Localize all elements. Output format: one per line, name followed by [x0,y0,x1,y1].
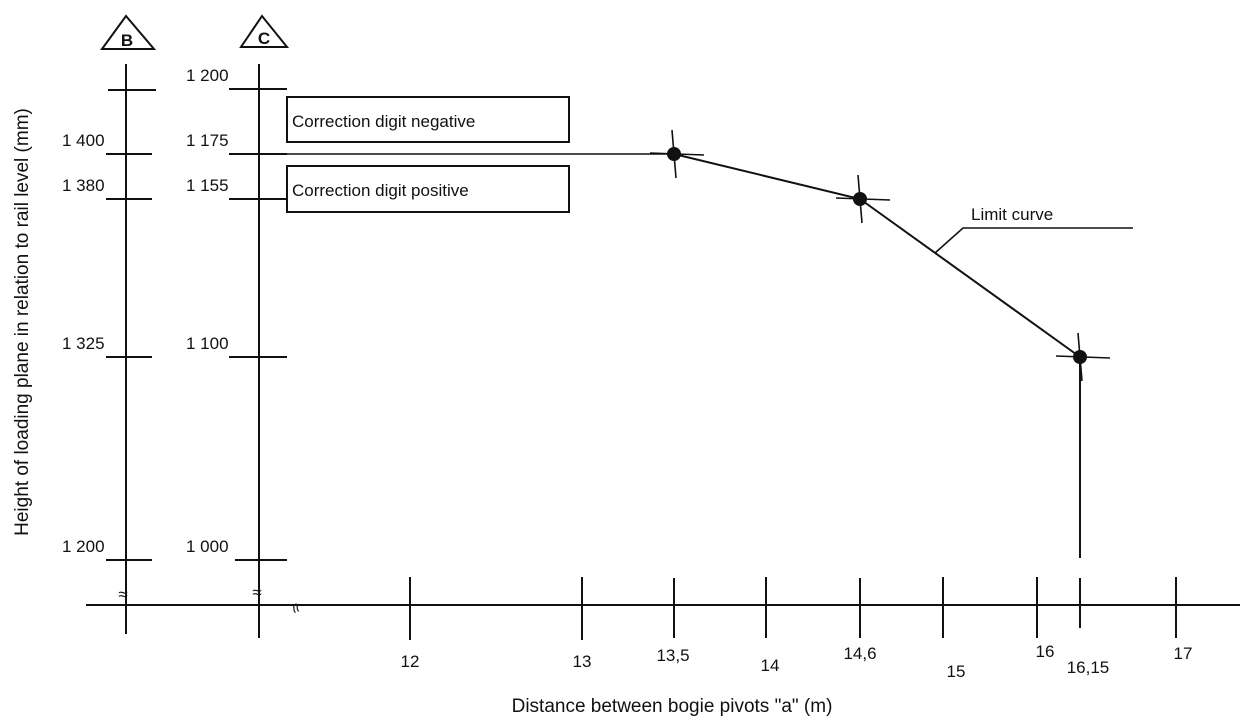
correction-negative-box: Correction digit negative [286,96,570,143]
x-tick-label: 17 [1174,644,1193,663]
x-tick-label: 14,6 [843,644,876,663]
chart-marks: B 1 400 1 380 1 325 1 200 ≈ C 1 200 1 175 1 155 1 … [62,14,1240,681]
x-tick-label: 15 [947,662,966,681]
x-tick-label: 13 [573,652,592,671]
scale-c-marker-label: C [258,29,270,48]
scale-c-tick-label: 1 200 [186,66,229,85]
correction-positive-label: Correction digit positive [292,181,469,200]
scale-b-tick-label: 1 380 [62,176,105,195]
scale-c-marker-triangle [239,14,290,48]
scale-c-tick-label: 1 175 [186,131,229,150]
scale-c-tick-label: 1 100 [186,334,229,353]
x-axis-title: Distance between bogie pivots "a" (m) [512,696,833,717]
x-tick-label: 12 [401,652,420,671]
scale-b-tick-label: 1 400 [62,131,105,150]
scale-b-marker-label: B [121,31,133,50]
x-tick-label: 13,5 [656,646,689,665]
y-axis-title: Height of loading plane in relation to r… [12,108,33,536]
scale-b-break-icon: ≈ [118,585,127,604]
limit-curve-line [673,153,1081,358]
x-axis-break-icon: ≈ [285,601,306,616]
scale-c-tick-label: 1 155 [186,176,229,195]
scale-c-break-icon: ≈ [252,583,261,602]
x-tick-label: 16,15 [1067,658,1110,677]
x-tick-label: 14 [761,656,780,675]
correction-positive-box: Correction digit positive [286,165,570,213]
correction-negative-label: Correction digit negative [292,112,475,131]
limit-curve-label: Limit curve [971,205,1053,224]
scale-b-tick-label: 1 325 [62,334,105,353]
scale-b-tick-label: 1 200 [62,537,105,556]
scale-b-marker-triangle [100,14,157,50]
x-tick-label: 16 [1036,642,1055,661]
limit-curve-leader [934,227,1133,254]
limit-curve-point [667,147,681,161]
scale-c-tick-label: 1 000 [186,537,229,556]
limit-curve-point [853,192,867,206]
